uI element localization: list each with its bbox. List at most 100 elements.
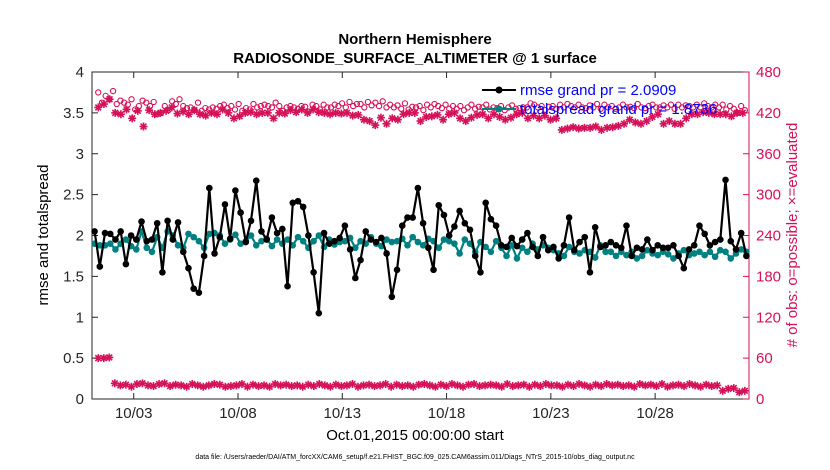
obs-possible-marker [568, 102, 575, 110]
rmse-point [737, 229, 745, 237]
rmse-point [727, 237, 735, 245]
obs-evaluated-stroke [669, 381, 677, 389]
obs-evaluated-stroke [133, 380, 141, 388]
obs-evaluated-stroke [541, 112, 549, 120]
obs-evaluated-stroke [564, 381, 572, 389]
obs-evaluated-low-marker [215, 380, 224, 389]
obs-evaluated-low-marker [552, 381, 561, 390]
obs-evaluated-low-marker [530, 380, 539, 389]
rmse-point [195, 289, 203, 297]
rmse-point [221, 201, 229, 208]
totalspread-point [456, 250, 463, 257]
obs-evaluated-marker [659, 119, 668, 128]
obs-evaluated-marker [574, 124, 583, 133]
obs-evaluated-marker [224, 108, 233, 117]
obs-evaluated-low-marker [199, 382, 208, 391]
obs-evaluated-stroke [705, 109, 713, 117]
obs-evaluated-marker [314, 108, 323, 117]
obs-evaluated-low-marker [580, 381, 589, 390]
obs-evaluated-low-marker [149, 382, 158, 391]
obs-evaluated-marker [128, 114, 137, 123]
totalspread-point [612, 252, 620, 260]
y-tick-label: 0 [76, 391, 84, 408]
obs-evaluated-stroke [708, 382, 716, 390]
rmse-point [503, 243, 510, 251]
obs-evaluated-marker [563, 124, 572, 133]
obs-evaluated-marker [461, 117, 470, 126]
obs-evaluated-stroke [467, 114, 475, 122]
obs-evaluated-low-marker [127, 382, 136, 391]
obs-evaluated-low-marker [436, 380, 445, 389]
totalspread-point [252, 242, 260, 249]
rmse-point [398, 222, 406, 229]
obs-evaluated-marker [207, 108, 216, 117]
obs-possible-marker [268, 104, 276, 111]
totalspread-point [106, 240, 114, 247]
obs-possible-marker [538, 102, 545, 110]
rmse-point [685, 246, 693, 253]
obs-evaluated-stroke [448, 380, 456, 388]
rmse-point [200, 252, 208, 260]
rmse-point [670, 242, 677, 249]
totalspread-point [664, 251, 672, 258]
obs-evaluated-stroke [470, 380, 478, 388]
y-tick-label: 2.5 [63, 187, 84, 204]
obs-evaluated-stroke [320, 109, 328, 117]
obs-evaluated-low-marker [541, 380, 550, 389]
rmse-point [164, 217, 171, 225]
obs-evaluated-stroke [213, 110, 221, 118]
obs-evaluated-stroke [321, 381, 329, 389]
plot-area [91, 71, 750, 400]
obs-evaluated-stroke [292, 108, 300, 116]
obs-evaluated-stroke [275, 109, 283, 117]
rmse-point [664, 244, 672, 252]
totalspread-point [737, 246, 745, 253]
obs-possible-marker [653, 104, 660, 111]
totalspread-point [461, 236, 469, 243]
totalspread-point [247, 232, 255, 239]
obs-evaluated-marker [309, 105, 318, 114]
obs-evaluated-stroke [592, 381, 600, 389]
obs-evaluated-stroke [210, 380, 218, 388]
obs-evaluated-low-marker [685, 380, 694, 389]
totalspread-point [591, 254, 599, 261]
obs-evaluated-low-marker [304, 380, 313, 389]
obs-evaluated-stroke [190, 106, 198, 114]
obs-evaluated-stroke [145, 106, 153, 114]
rmse-point [612, 242, 620, 249]
obs-evaluated-marker [631, 118, 640, 127]
totalspread-point [440, 236, 448, 243]
rmse-point [299, 203, 307, 211]
rmse-point [174, 219, 182, 226]
obs-evaluated-stroke [388, 114, 396, 122]
obs-evaluated-stroke [354, 111, 362, 119]
obs-evaluated-marker [388, 114, 397, 123]
obs-evaluated-stroke [741, 387, 749, 395]
rmse-point [388, 293, 396, 301]
obs-evaluated-marker [642, 117, 651, 126]
rmse-point [252, 177, 260, 185]
obs-evaluated-stroke [337, 110, 345, 118]
obs-evaluated-low-marker [646, 380, 655, 389]
rmse-point [524, 229, 531, 237]
obs-evaluated-stroke [665, 117, 673, 125]
obs-evaluated-stroke [636, 380, 644, 388]
totalspread-point [717, 246, 724, 254]
rmse-point [696, 222, 703, 229]
obs-evaluated-low-marker [563, 380, 572, 389]
obs-evaluated-stroke [155, 380, 163, 388]
obs-evaluated-stroke [553, 381, 561, 389]
y-tick-right-label: 360 [756, 146, 781, 163]
obs-possible-marker [534, 104, 542, 111]
obs-evaluated-stroke [415, 381, 423, 389]
obs-evaluated-stroke [722, 110, 730, 118]
y-tick-label: 3.5 [63, 105, 84, 122]
obs-possible-marker [346, 98, 353, 106]
y-tick-label: 4 [76, 64, 84, 81]
rmse-point [435, 201, 443, 209]
obs-evaluated-stroke [188, 380, 196, 388]
obs-evaluated-stroke [739, 109, 747, 117]
totalspread-point [284, 236, 291, 243]
obs-evaluated-marker [111, 108, 120, 117]
obs-evaluated-low-marker [735, 388, 744, 397]
